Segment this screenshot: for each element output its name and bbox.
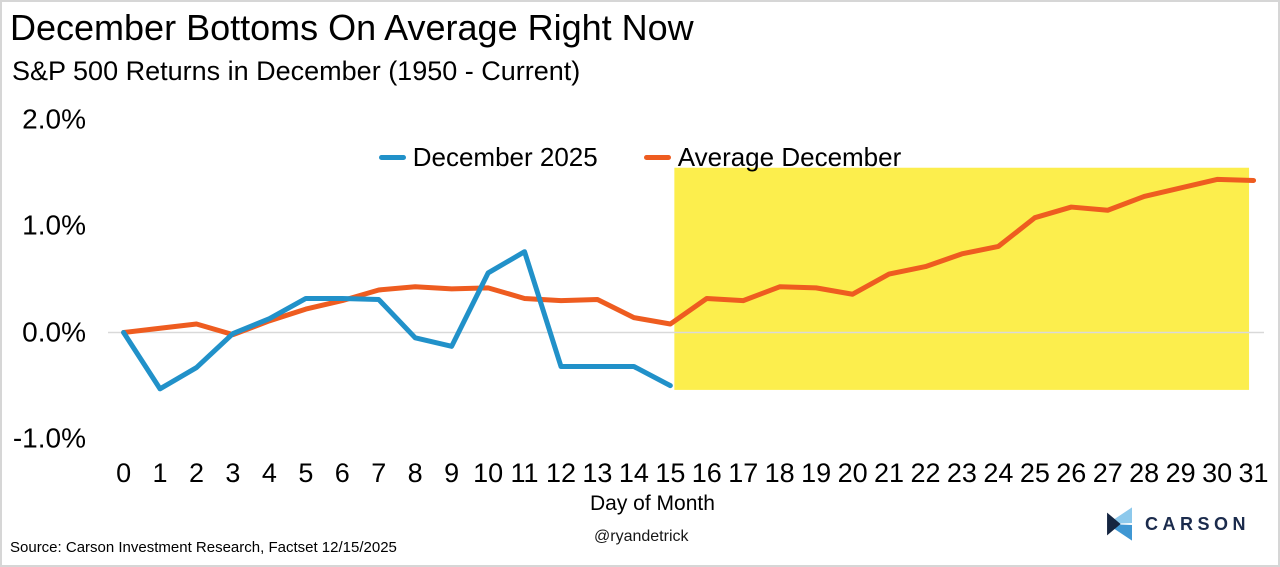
x-tick-label: 8 [407,458,423,488]
carson-logo-icon [1107,507,1132,541]
x-tick-label: 10 [473,458,504,488]
x-tick-label: 11 [510,458,539,488]
series-line-0 [121,249,673,392]
x-tick-label: 2 [188,458,205,488]
x-tick-label: 28 [1129,458,1160,488]
x-tick-label: 25 [1019,458,1050,488]
x-tick-label: 24 [983,458,1014,488]
x-tick-label: 5 [298,458,314,488]
x-tick-label: 1 [152,458,168,488]
x-tick-label: 15 [655,458,686,488]
highlight-region [674,167,1250,390]
y-tick-label: -1.0% [12,422,86,454]
series-line-1 [121,176,1257,338]
x-tick-label: 26 [1056,458,1087,488]
x-tick-label: 16 [691,458,722,488]
x-tick-label: 17 [728,458,759,488]
x-axis-title: Day of Month [590,492,715,515]
y-axis: 2.0% 1.0% 0.0% -1.0% [2,2,88,565]
x-tick-label: 3 [225,458,241,488]
source-text: Source: Carson Investment Research, Fact… [10,539,397,556]
chart-subtitle: S&P 500 Returns in December (1950 - Curr… [12,56,581,86]
page-title: December Bottoms On Average Right Now [10,7,694,48]
legend-item-december-2025: December 2025 [378,142,598,173]
y-tick-label: 2.0% [22,103,86,135]
x-tick-label: 14 [618,458,649,488]
carson-logo: CARSON [1105,506,1250,542]
x-tick-label: 22 [910,458,941,488]
legend-label-december-2025: December 2025 [412,142,598,172]
y-tick-label: 0.0% [22,315,86,347]
x-tick-label: 29 [1165,458,1196,488]
x-tick-label: 7 [371,458,387,488]
x-tick-label: 21 [874,458,905,488]
x-tick-label: 23 [946,458,977,488]
x-tick-label: 6 [334,458,350,488]
x-tick-label: 19 [801,458,832,488]
carson-logo-text: CARSON [1144,513,1250,534]
blue-line-swatch-icon [378,155,406,160]
x-tick-label: 4 [261,458,277,488]
x-tick-label: 0 [116,458,132,488]
legend-item-average-december: Average December [643,142,902,173]
twitter-handle: @ryandetrick [594,528,689,545]
x-tick-label: 31 [1238,458,1269,488]
legend-label-average-december: Average December [677,142,902,172]
x-tick-label: 12 [545,458,577,488]
y-tick-label: 1.0% [22,209,86,241]
x-tick-label: 27 [1092,458,1123,488]
x-tick-label: 18 [764,458,795,488]
x-tick-label: 13 [582,458,613,488]
x-tick-label: 9 [444,458,460,488]
x-tick-label: 20 [837,458,868,488]
chart-legend: December 2025 Average December [2,142,1278,173]
orange-line-swatch-icon [643,155,671,160]
x-tick-label: 30 [1202,458,1233,488]
